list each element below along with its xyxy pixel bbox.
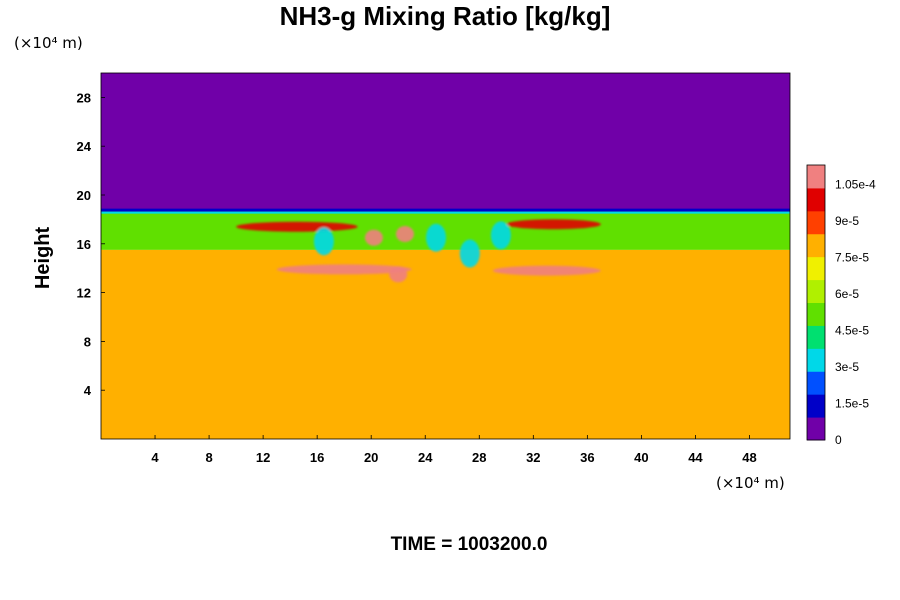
y-tick-label: 28: [77, 90, 91, 105]
colorbar-swatch: [807, 233, 825, 258]
field-layer: [101, 73, 790, 439]
feature-layer: [236, 219, 601, 283]
field-feature: [236, 221, 358, 232]
field-feature: [426, 223, 447, 252]
field-feature: [276, 264, 412, 275]
colorbar-tick-label: 0: [835, 433, 842, 447]
x-tick-label: 16: [310, 450, 324, 465]
x-tick-label: 20: [364, 450, 378, 465]
x-tick-label: 40: [634, 450, 648, 465]
y-tick-label: 20: [77, 188, 91, 203]
colorbar-swatch: [807, 256, 825, 281]
x-tick-label: 12: [256, 450, 270, 465]
x-unit-label: (×10⁴ m): [716, 474, 785, 492]
interface-line: [101, 211, 790, 214]
colorbar-swatch: [807, 187, 825, 212]
y-tick-label: 24: [77, 139, 92, 154]
x-tick-label: 48: [742, 450, 756, 465]
interface-line: [101, 208, 790, 212]
y-axis-label: Height: [32, 227, 54, 290]
y-unit-label: (×10⁴ m): [14, 34, 83, 52]
colorbar-tick-label: 1.05e-4: [835, 177, 876, 191]
x-tick-label: 36: [580, 450, 594, 465]
colorbar-tick-label: 4.5e-5: [835, 323, 869, 337]
colorbar-tick-label: 6e-5: [835, 287, 859, 301]
colorbar-frame: [806, 164, 826, 441]
field-feature: [492, 265, 601, 276]
colorbar-swatch: [807, 394, 825, 418]
colorbar-ticks: 0 1.5e-5 3e-5 4.5e-5 6e-5 7.5e-5 9e-5 1.05e-4: [835, 177, 876, 447]
colorbar-tick-label: 7.5e-5: [835, 250, 869, 264]
field-feature: [506, 219, 601, 230]
field-feature: [389, 266, 408, 283]
colorbar-swatch: [807, 325, 825, 349]
field-region: [101, 209, 790, 250]
x-tick-label: 8: [205, 450, 212, 465]
colorbar-swatch: [807, 302, 825, 326]
colorbar-swatch: [807, 371, 825, 395]
y-axis-ticks: 4 8 12 16 20 24 28: [77, 90, 105, 398]
colorbar-swatch: [807, 210, 825, 235]
field-feature: [459, 239, 480, 268]
field-region: [101, 73, 790, 210]
y-tick-label: 16: [77, 237, 91, 252]
colorbar-swatch: [807, 165, 825, 189]
field-feature: [364, 229, 383, 246]
colorbar-swatch: [807, 417, 825, 441]
y-tick-label: 4: [84, 383, 92, 398]
x-tick-label: 32: [526, 450, 540, 465]
x-tick-label: 28: [472, 450, 486, 465]
field-feature: [395, 226, 414, 243]
field-feature: [313, 227, 334, 256]
x-tick-label: 44: [688, 450, 703, 465]
x-tick-label: 4: [151, 450, 159, 465]
plot-frame: [100, 72, 791, 440]
colorbar-swatch: [807, 348, 825, 372]
y-tick-label: 12: [77, 286, 91, 301]
chart-title: NH3-g Mixing Ratio [kg/kg]: [280, 1, 611, 31]
colorbar-tick-label: 3e-5: [835, 360, 859, 374]
x-tick-label: 24: [418, 450, 433, 465]
x-axis-ticks: 4 8 12 16 20 24 28 32 36 40 44 48: [151, 435, 757, 465]
colorbar: 0 1.5e-5 3e-5 4.5e-5 6e-5 7.5e-5 9e-5 1.05e-4: [806, 164, 876, 447]
plot-area: [101, 73, 790, 439]
field-feature: [490, 221, 511, 250]
time-label: TIME = 1003200.0: [391, 534, 548, 555]
y-tick-label: 8: [84, 334, 91, 349]
field-region: [101, 249, 790, 439]
colorbar-swatch: [807, 279, 825, 303]
colorbar-tick-label: 1.5e-5: [835, 396, 869, 410]
colorbar-swatches: [807, 165, 825, 441]
colorbar-tick-label: 9e-5: [835, 214, 859, 228]
